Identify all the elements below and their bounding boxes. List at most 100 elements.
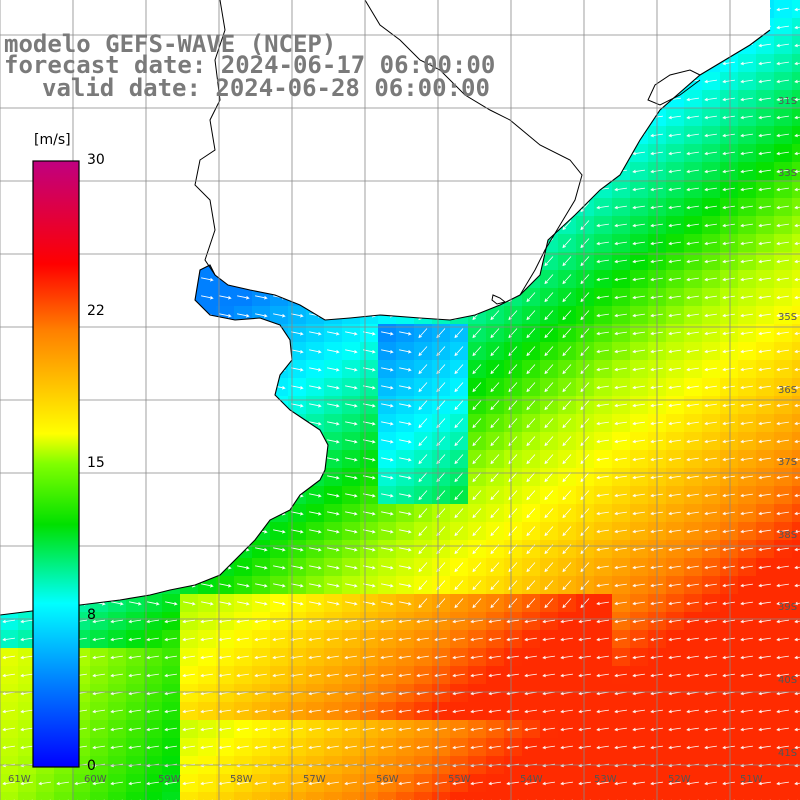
wind-cell — [486, 792, 504, 800]
wind-arrow — [399, 511, 412, 516]
wind-arrow — [236, 673, 249, 678]
wind-cell — [792, 792, 800, 800]
wind-cell — [558, 792, 576, 800]
wind-arrow — [758, 385, 771, 390]
wind-arrow — [776, 673, 789, 678]
wind-arrow — [254, 709, 267, 714]
wind-arrow — [506, 673, 519, 678]
wind-arrow — [524, 673, 537, 678]
wind-arrow — [580, 328, 590, 339]
wind-arrow — [758, 745, 771, 750]
wind-arrow — [381, 367, 394, 372]
wind-arrow — [472, 346, 482, 357]
wind-arrow — [686, 745, 699, 750]
wind-arrow — [345, 421, 358, 426]
wind-arrow — [704, 313, 717, 318]
wind-arrow — [560, 727, 573, 732]
wind-arrow — [596, 277, 609, 282]
wind-arrow — [580, 562, 590, 573]
wind-arrow — [794, 313, 800, 318]
wind-arrow — [2, 673, 15, 678]
wind-arrow — [255, 583, 268, 588]
wind-arrow — [794, 601, 800, 606]
wind-arrow — [596, 601, 609, 606]
wind-arrow — [562, 220, 572, 231]
wind-arrow — [254, 691, 267, 696]
wind-arrow — [128, 655, 141, 660]
wind-arrow — [740, 745, 753, 750]
wind-arrow — [794, 385, 800, 390]
wind-arrow — [272, 709, 285, 714]
wind-arrow — [632, 295, 645, 300]
wind-arrow — [254, 655, 267, 660]
wind-arrow — [182, 673, 195, 678]
wind-arrow — [560, 619, 573, 624]
river-border — [194, 0, 226, 276]
wind-arrow — [490, 382, 500, 393]
wind-arrow — [668, 475, 681, 480]
wind-arrow — [418, 580, 428, 591]
wind-arrow — [200, 637, 213, 642]
wind-arrow — [381, 403, 394, 408]
wind-arrow — [544, 598, 554, 609]
wind-arrow — [722, 331, 735, 336]
wind-arrow — [164, 637, 177, 642]
wind-arrow — [544, 472, 554, 483]
wind-arrow — [596, 421, 609, 426]
wind-arrow — [309, 367, 322, 372]
wind-arrow — [92, 781, 105, 786]
wind-arrow — [580, 598, 590, 609]
wind-arrow — [776, 187, 789, 192]
wind-arrow — [490, 562, 500, 573]
wind-arrow — [399, 439, 412, 444]
wind-arrow — [219, 583, 232, 588]
wind-arrow — [686, 295, 699, 300]
wind-arrow — [434, 691, 447, 696]
wind-arrow — [578, 691, 591, 696]
wind-arrow — [182, 637, 195, 642]
lat-label: 33S — [778, 168, 798, 179]
wind-arrow — [416, 673, 429, 678]
wind-arrow — [776, 349, 789, 354]
wind-arrow — [254, 637, 267, 642]
wind-cell — [342, 792, 360, 800]
wind-arrow — [416, 745, 429, 750]
wind-arrow — [632, 583, 645, 588]
wind-arrow — [327, 367, 340, 372]
wind-arrow — [614, 331, 627, 336]
wind-arrow — [686, 781, 699, 786]
wind-arrow — [399, 367, 412, 372]
wind-arrow — [758, 79, 771, 84]
wind-arrow — [308, 781, 321, 786]
wind-cell — [54, 792, 72, 800]
wind-arrow — [273, 313, 286, 318]
wind-arrow — [506, 709, 519, 714]
wind-arrow — [327, 439, 340, 444]
wind-arrow — [542, 637, 555, 642]
wind-arrow — [596, 331, 609, 336]
wind-arrow — [345, 439, 358, 444]
wind-arrow — [722, 511, 735, 516]
wind-arrow — [472, 400, 482, 411]
wind-arrow — [327, 565, 340, 570]
wind-arrow — [580, 418, 590, 429]
wind-arrow — [452, 655, 465, 660]
wind-arrow — [704, 637, 717, 642]
wind-arrow — [418, 598, 428, 609]
wind-arrow — [418, 418, 428, 429]
wind-arrow — [128, 619, 141, 624]
wind-arrow — [526, 328, 536, 339]
wind-arrow — [506, 619, 519, 624]
wind-arrow — [740, 97, 753, 102]
wind-arrow — [399, 565, 412, 570]
wind-arrow — [344, 673, 357, 678]
wind-cell — [18, 792, 36, 800]
wind-arrow — [758, 421, 771, 426]
wind-arrow — [596, 565, 609, 570]
colorbar-unit: [m/s] — [34, 132, 71, 148]
wind-arrow — [526, 580, 536, 591]
wind-arrow — [596, 511, 609, 516]
wind-arrow — [164, 619, 177, 624]
lat-label: 38S — [778, 530, 798, 541]
